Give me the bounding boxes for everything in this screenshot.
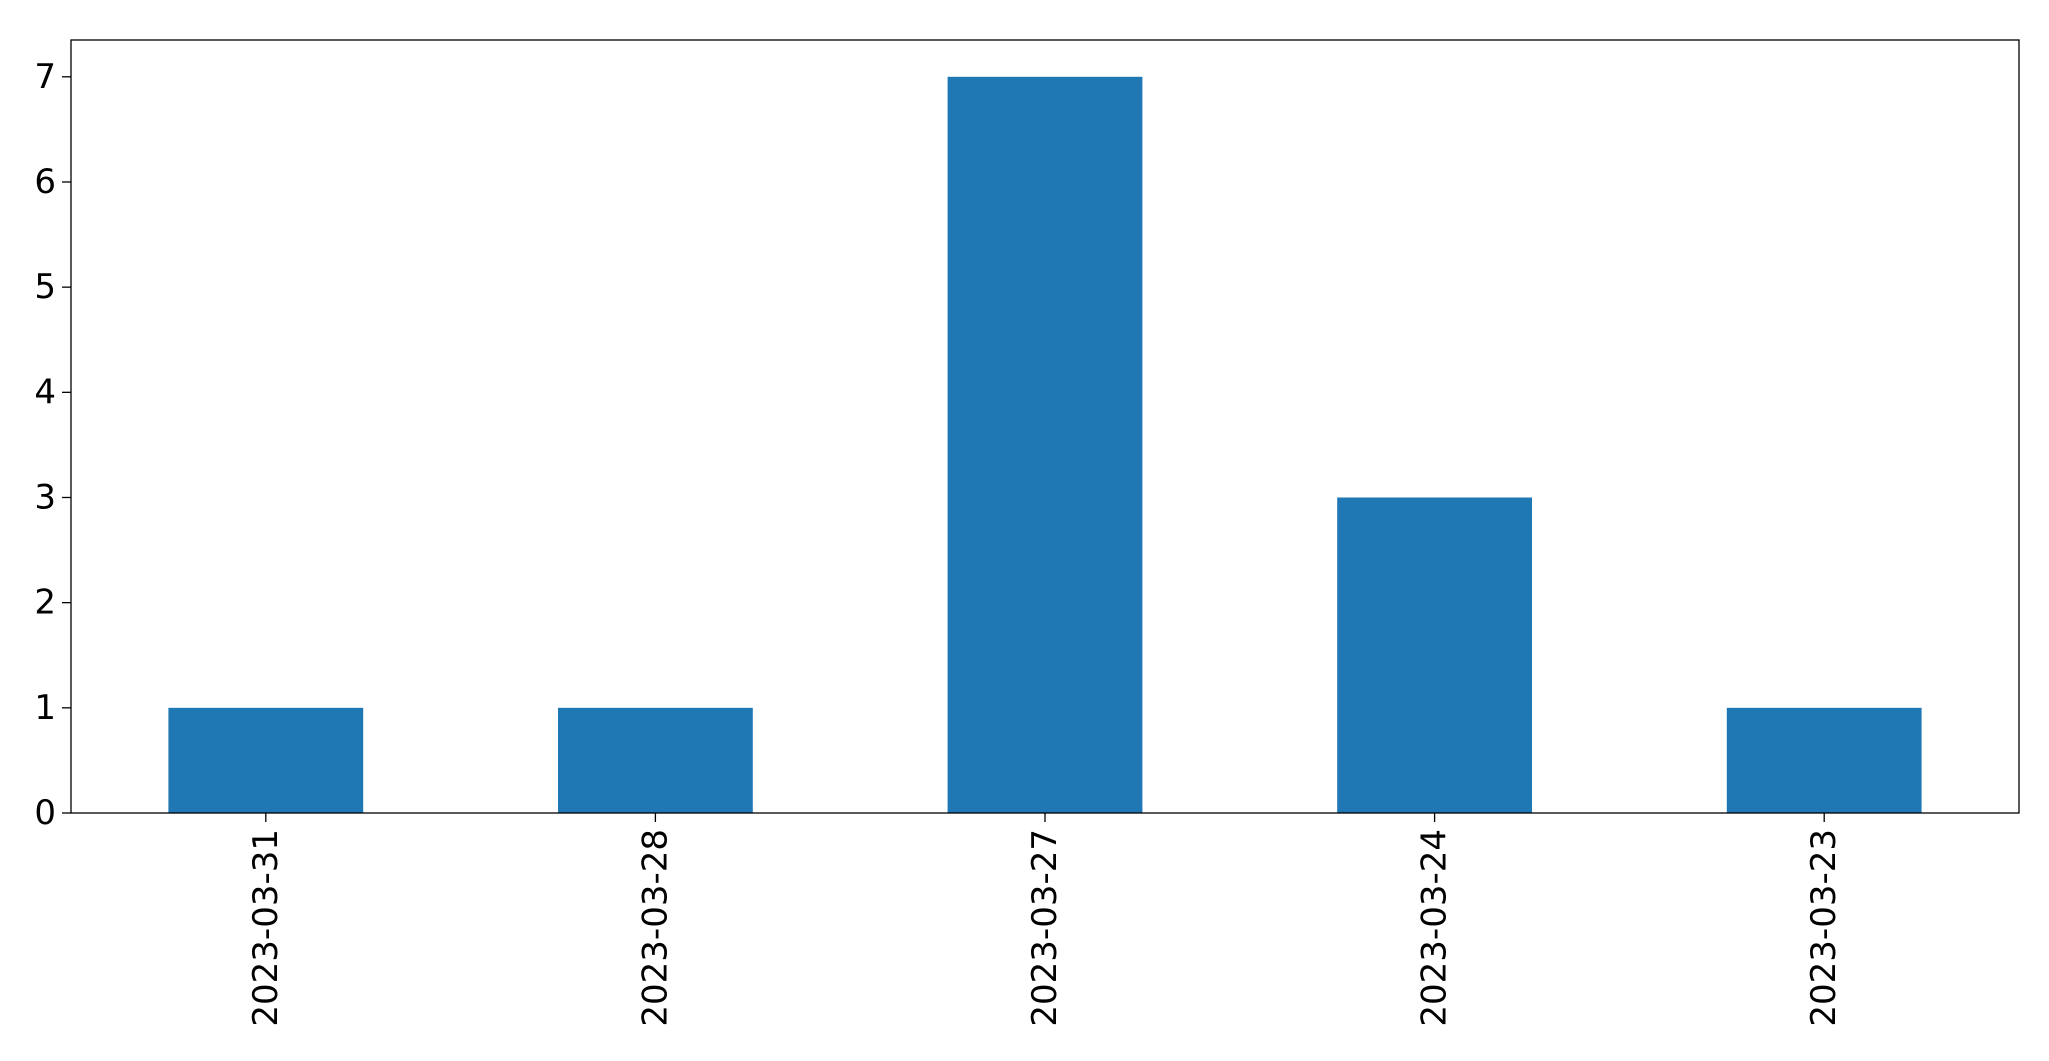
- bar-2023-03-24: [1337, 497, 1532, 813]
- y-tick-label: 1: [34, 688, 56, 728]
- bar-2023-03-28: [558, 707, 753, 813]
- bar-2023-03-27: [947, 76, 1143, 814]
- y-tick-label: 4: [34, 372, 56, 412]
- bar-2023-03-23: [1726, 707, 1922, 813]
- y-tick-label: 3: [34, 477, 56, 517]
- x-tick-label: 2023-03-27: [1025, 829, 1065, 1027]
- y-tick-label: 2: [34, 583, 56, 623]
- x-tick-label: 2023-03-24: [1415, 829, 1455, 1027]
- x-tick-label: 2023-03-28: [635, 829, 675, 1027]
- bars-layer: [168, 76, 1922, 814]
- plot-frame: [70, 39, 2020, 814]
- x-axis-ticks: 2023-03-31 2023-03-28 2023-03-27 2023-03-24…: [246, 813, 1844, 1027]
- x-tick-label: 2023-03-23: [1804, 829, 1844, 1027]
- y-tick-label: 0: [34, 793, 56, 833]
- y-tick-label: 7: [34, 57, 56, 97]
- y-tick-label: 5: [34, 267, 56, 307]
- y-tick-label: 6: [34, 162, 56, 202]
- x-tick-label: 2023-03-31: [246, 829, 286, 1027]
- y-axis-ticks: 0 1 2 3 4 5 6 7: [34, 57, 71, 833]
- bar-2023-03-31: [168, 707, 364, 813]
